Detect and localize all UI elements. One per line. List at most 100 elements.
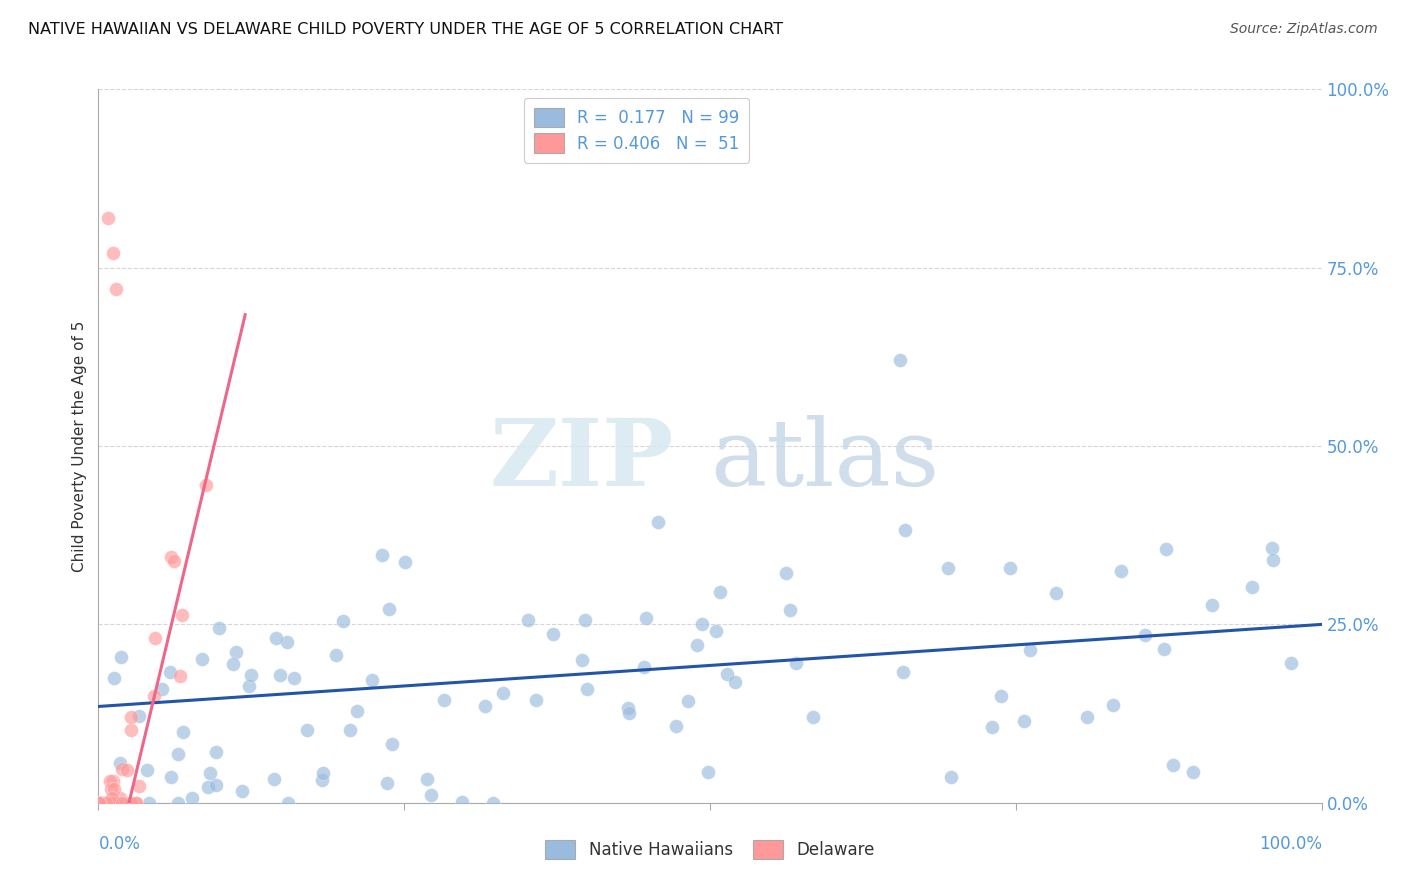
Point — [96, 796, 118, 810]
Point — [889, 353, 911, 368]
Point — [1154, 541, 1177, 556]
Point — [94, 796, 117, 810]
Point — [543, 627, 565, 641]
Point — [89, 796, 111, 810]
Point — [526, 692, 548, 706]
Point — [91, 796, 114, 810]
Point — [1102, 698, 1125, 712]
Point — [633, 660, 655, 674]
Point — [378, 602, 401, 616]
Point — [101, 773, 124, 788]
Point — [110, 756, 132, 770]
Text: atlas: atlas — [710, 416, 939, 505]
Point — [617, 706, 640, 721]
Point — [108, 796, 131, 810]
Point — [97, 211, 120, 225]
Point — [325, 648, 347, 662]
Point — [283, 672, 305, 686]
Point — [205, 778, 228, 792]
Point — [492, 686, 515, 700]
Point — [375, 776, 398, 790]
Point — [998, 561, 1021, 575]
Point — [195, 478, 218, 492]
Point — [716, 666, 738, 681]
Point — [125, 796, 148, 810]
Point — [239, 668, 262, 682]
Point — [574, 613, 596, 627]
Point — [451, 795, 474, 809]
Point — [169, 669, 191, 683]
Point — [135, 764, 157, 778]
Point — [1163, 758, 1185, 772]
Point — [678, 694, 700, 708]
Point — [371, 548, 394, 562]
Y-axis label: Child Poverty Under the Age of 5: Child Poverty Under the Age of 5 — [72, 320, 87, 572]
Point — [111, 796, 134, 810]
Point — [990, 689, 1012, 703]
Point — [143, 631, 166, 645]
Point — [143, 689, 166, 703]
Point — [120, 723, 142, 737]
Point — [575, 682, 598, 697]
Point — [1182, 765, 1205, 780]
Point — [1279, 656, 1302, 670]
Point — [433, 692, 456, 706]
Point — [361, 673, 384, 687]
Text: 0.0%: 0.0% — [98, 835, 141, 853]
Point — [1241, 580, 1264, 594]
Text: NATIVE HAWAIIAN VS DELAWARE CHILD POVERTY UNDER THE AGE OF 5 CORRELATION CHART: NATIVE HAWAIIAN VS DELAWARE CHILD POVERT… — [28, 22, 783, 37]
Point — [263, 772, 285, 787]
Point — [125, 796, 148, 810]
Point — [114, 796, 136, 810]
Point — [394, 555, 416, 569]
Point — [295, 723, 318, 738]
Point — [90, 796, 112, 810]
Point — [101, 246, 124, 260]
Point — [100, 796, 122, 810]
Point — [936, 561, 959, 575]
Point — [120, 710, 142, 724]
Point — [120, 796, 142, 810]
Point — [100, 781, 122, 796]
Point — [1153, 641, 1175, 656]
Point — [162, 553, 184, 567]
Point — [222, 657, 245, 671]
Point — [167, 796, 190, 810]
Point — [276, 634, 298, 648]
Point — [416, 772, 439, 786]
Point — [93, 796, 115, 810]
Point — [96, 796, 118, 810]
Point — [108, 790, 131, 805]
Point — [103, 782, 125, 797]
Point — [269, 667, 291, 681]
Point — [617, 701, 640, 715]
Point — [160, 770, 183, 784]
Point — [1012, 714, 1035, 728]
Point — [690, 616, 713, 631]
Point — [332, 615, 354, 629]
Point — [231, 784, 253, 798]
Point — [419, 788, 441, 802]
Point — [1261, 552, 1284, 566]
Point — [709, 585, 731, 599]
Point — [167, 747, 190, 761]
Point — [98, 796, 121, 810]
Point — [138, 796, 160, 810]
Point — [225, 645, 247, 659]
Text: 100.0%: 100.0% — [1258, 835, 1322, 853]
Point — [277, 796, 299, 810]
Point — [159, 665, 181, 680]
Point — [94, 796, 117, 810]
Point — [100, 773, 122, 788]
Point — [981, 720, 1004, 734]
Point — [111, 762, 134, 776]
Point — [891, 665, 914, 679]
Point — [94, 796, 117, 810]
Point — [107, 796, 129, 810]
Text: ZIP: ZIP — [489, 416, 673, 505]
Point — [636, 611, 658, 625]
Point — [1018, 643, 1040, 657]
Point — [110, 650, 132, 665]
Point — [120, 796, 142, 810]
Point — [172, 725, 194, 739]
